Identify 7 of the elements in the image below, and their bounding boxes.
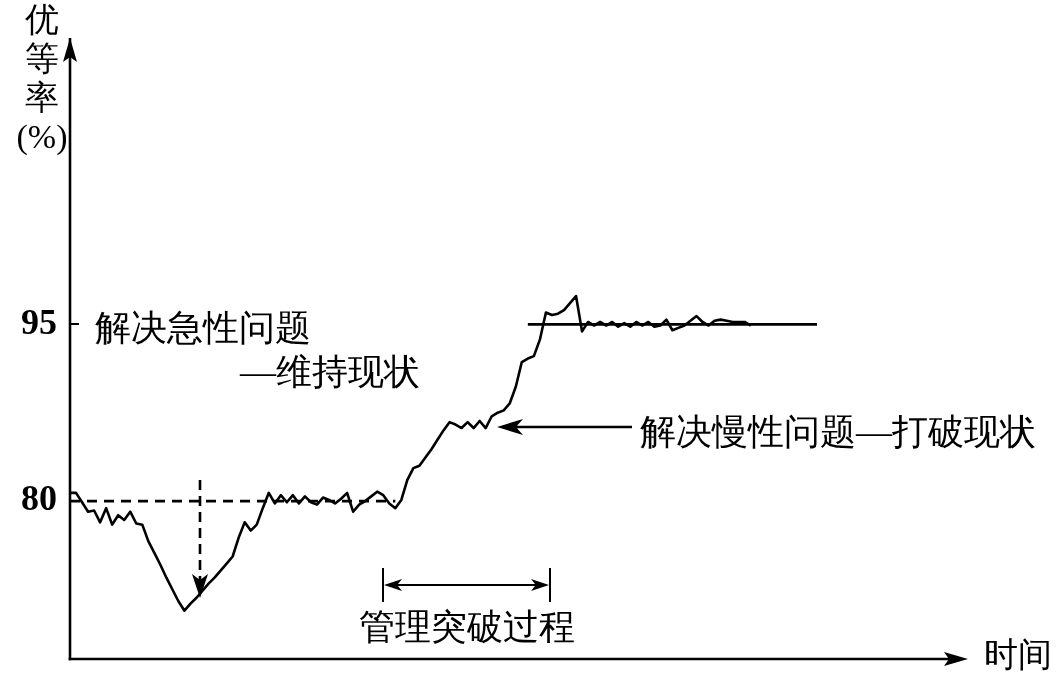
annotation: 解决慢性问题—打破现状: [640, 412, 1036, 453]
y-tick-label: 80: [21, 478, 57, 519]
x-axis-title: 时间: [984, 635, 1052, 673]
annotation: 解决急性问题 —维持现状: [95, 308, 420, 393]
y-tick-label: 95: [21, 301, 57, 342]
annotation: 管理突破过程: [358, 607, 575, 648]
y-axis-title: 优等率(%): [16, 0, 68, 156]
